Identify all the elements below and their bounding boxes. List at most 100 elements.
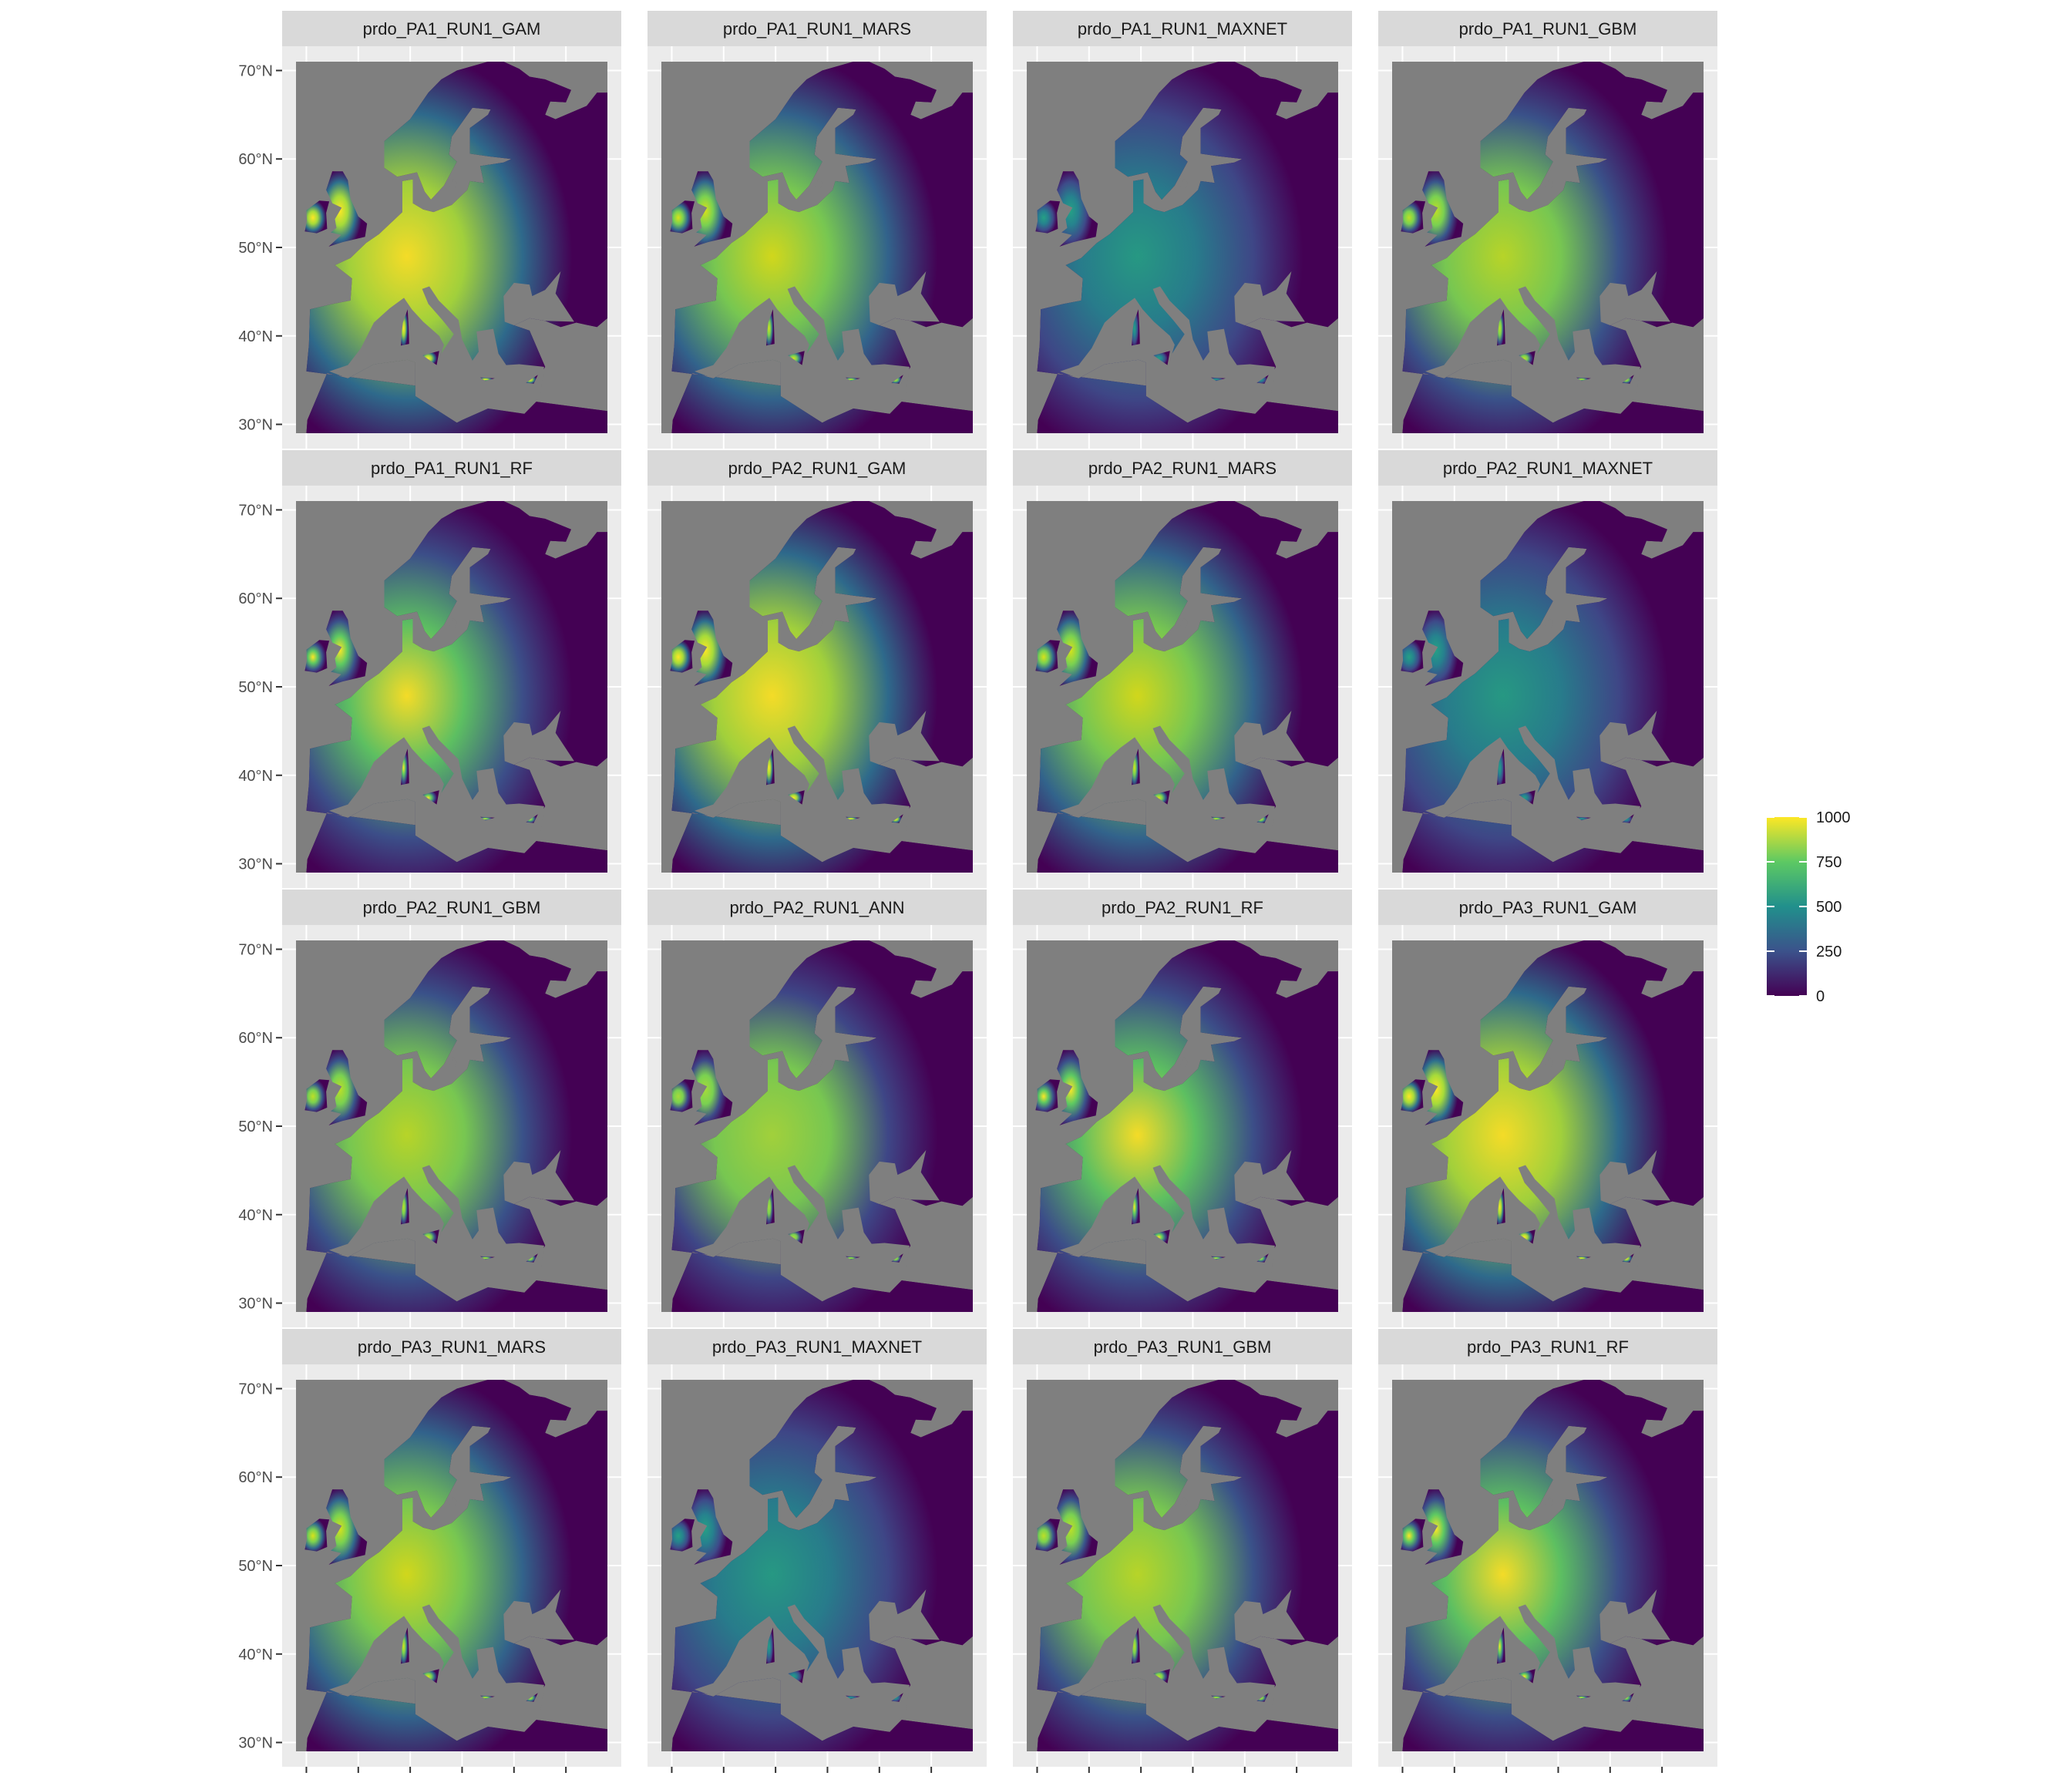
facet-strip-label: prdo_PA1_RUN1_MARS [723, 19, 911, 39]
island [1211, 377, 1226, 382]
facet-strip [282, 11, 621, 46]
y-tick-label: 60°N [238, 1030, 273, 1047]
y-tick-label: 40°N [238, 328, 273, 345]
sea-area [1599, 1150, 1670, 1204]
facet-panel: prdo_PA1_RUN1_MARS [648, 11, 987, 449]
island [1035, 200, 1061, 234]
island [1211, 816, 1226, 821]
island [788, 1669, 805, 1684]
y-tick-label: 50°N [238, 1558, 273, 1575]
island [1497, 309, 1505, 346]
island [526, 1693, 538, 1702]
island [304, 640, 330, 673]
island [670, 1079, 695, 1112]
island [1153, 1229, 1170, 1244]
island [326, 1050, 368, 1125]
facet-strip-label: prdo_PA2_RUN1_MAXNET [1443, 459, 1653, 478]
island [1401, 1079, 1426, 1112]
island [326, 610, 368, 686]
sea-area [503, 271, 574, 325]
island [304, 1079, 330, 1112]
island [1422, 1489, 1464, 1565]
island [788, 351, 805, 365]
island [1211, 1695, 1226, 1700]
facet-strip [648, 11, 987, 46]
sea-area [1545, 178, 1553, 190]
y-tick-label: 70°N [238, 1381, 273, 1398]
y-tick-label: 60°N [238, 151, 273, 168]
facet-strip-label: prdo_PA3_RUN1_MARS [358, 1337, 546, 1357]
island [1519, 1229, 1536, 1244]
legend-tick-label: 500 [1816, 899, 1842, 916]
island [766, 309, 775, 346]
sea-area [449, 1496, 457, 1509]
sea-area [814, 1496, 822, 1509]
island [1576, 1256, 1591, 1260]
island [422, 790, 439, 805]
island [788, 1229, 805, 1244]
y-tick-label: 30°N [238, 1735, 273, 1752]
island [846, 377, 860, 382]
facet-strip-label: prdo_PA2_RUN1_ANN [729, 898, 904, 917]
facet-panels: prdo_PA1_RUN1_GAM prdo_PA1_RUN1_MARS prdo_… [282, 11, 1717, 1767]
y-tick-label: 60°N [238, 1469, 273, 1486]
island [1401, 1519, 1426, 1552]
island [1401, 200, 1426, 234]
facet-panel: prdo_PA1_RUN1_GAM [282, 11, 621, 449]
island [691, 1489, 733, 1565]
island [691, 610, 733, 686]
facet-panel: prdo_PA3_RUN1_MAXNET [648, 1329, 987, 1767]
facet-strip [282, 450, 621, 486]
facet-strip-label: prdo_PA2_RUN1_RF [1102, 898, 1263, 917]
island [304, 200, 330, 234]
sea-area [449, 1057, 457, 1069]
facet-panel: prdo_PA1_RUN1_MAXNET [1013, 11, 1352, 449]
island [422, 1229, 439, 1244]
facet-panel: prdo_PA1_RUN1_RF [282, 450, 621, 888]
facet-strip-label: prdo_PA3_RUN1_RF [1467, 1337, 1629, 1357]
sea-area [1179, 178, 1188, 190]
y-tick-label: 40°N [238, 768, 273, 785]
island [1153, 351, 1170, 365]
island [1057, 610, 1098, 686]
facet-strip [648, 450, 987, 486]
sea-area [1599, 1589, 1670, 1643]
sea-area [503, 711, 574, 765]
legend-tick-label: 250 [1816, 944, 1842, 960]
island [401, 309, 409, 346]
island [1153, 790, 1170, 805]
island [1622, 1693, 1634, 1702]
y-tick-label: 30°N [238, 856, 273, 873]
island [766, 1627, 775, 1664]
facet-panel: prdo_PA2_RUN1_MARS [1013, 450, 1352, 888]
y-tick-label: 60°N [238, 590, 273, 607]
island [1035, 640, 1061, 673]
facet-panel: prdo_PA2_RUN1_GAM [648, 450, 987, 888]
island [422, 1669, 439, 1684]
y-tick-label: 40°N [238, 1646, 273, 1663]
island [1132, 309, 1140, 346]
sea-area [1545, 1496, 1553, 1509]
island [1422, 1050, 1464, 1125]
island [1057, 1050, 1098, 1125]
sea-area [814, 178, 822, 190]
facet-panel: prdo_PA3_RUN1_RF [1378, 1329, 1717, 1767]
island [846, 1256, 860, 1260]
facet-strip [1013, 11, 1352, 46]
sea-area [1234, 1150, 1305, 1204]
island [480, 816, 495, 821]
facet-strip [1013, 1329, 1352, 1364]
island [1576, 377, 1591, 382]
sea-area [1545, 617, 1553, 630]
legend-tick-label: 1000 [1816, 809, 1851, 826]
island [1497, 748, 1505, 785]
island [1132, 748, 1140, 785]
facet-strip-label: prdo_PA1_RUN1_GBM [1459, 19, 1637, 39]
island [304, 1519, 330, 1552]
island [1519, 1669, 1536, 1684]
island [1519, 351, 1536, 365]
island [891, 375, 903, 384]
facet-strip-label: prdo_PA2_RUN1_GBM [363, 898, 541, 917]
island [788, 790, 805, 805]
